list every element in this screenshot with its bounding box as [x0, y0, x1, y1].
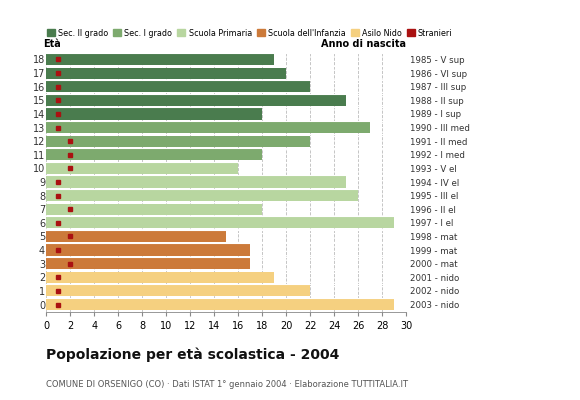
Text: Età: Età: [43, 39, 60, 49]
Bar: [46, 231, 226, 242]
Bar: [46, 136, 310, 147]
Bar: [46, 299, 394, 310]
Bar: [46, 217, 394, 228]
Bar: [46, 244, 250, 256]
Bar: [46, 285, 310, 296]
Bar: [46, 54, 274, 65]
Bar: [46, 122, 370, 133]
Bar: [46, 68, 286, 79]
Text: COMUNE DI ORSENIGO (CO) · Dati ISTAT 1° gennaio 2004 · Elaborazione TUTTITALIA.I: COMUNE DI ORSENIGO (CO) · Dati ISTAT 1° …: [46, 380, 408, 389]
Legend: Sec. II grado, Sec. I grado, Scuola Primaria, Scuola dell'Infanzia, Asilo Nido, : Sec. II grado, Sec. I grado, Scuola Prim…: [47, 28, 452, 38]
Bar: [46, 149, 262, 160]
Bar: [46, 258, 250, 269]
Bar: [46, 190, 358, 201]
Text: Popolazione per età scolastica - 2004: Popolazione per età scolastica - 2004: [46, 348, 340, 362]
Bar: [46, 204, 262, 215]
Bar: [46, 176, 346, 188]
Bar: [46, 81, 310, 92]
Bar: [46, 163, 238, 174]
Bar: [46, 95, 346, 106]
Bar: [46, 272, 274, 283]
Bar: [46, 108, 262, 120]
Text: Anno di nascita: Anno di nascita: [321, 39, 406, 49]
